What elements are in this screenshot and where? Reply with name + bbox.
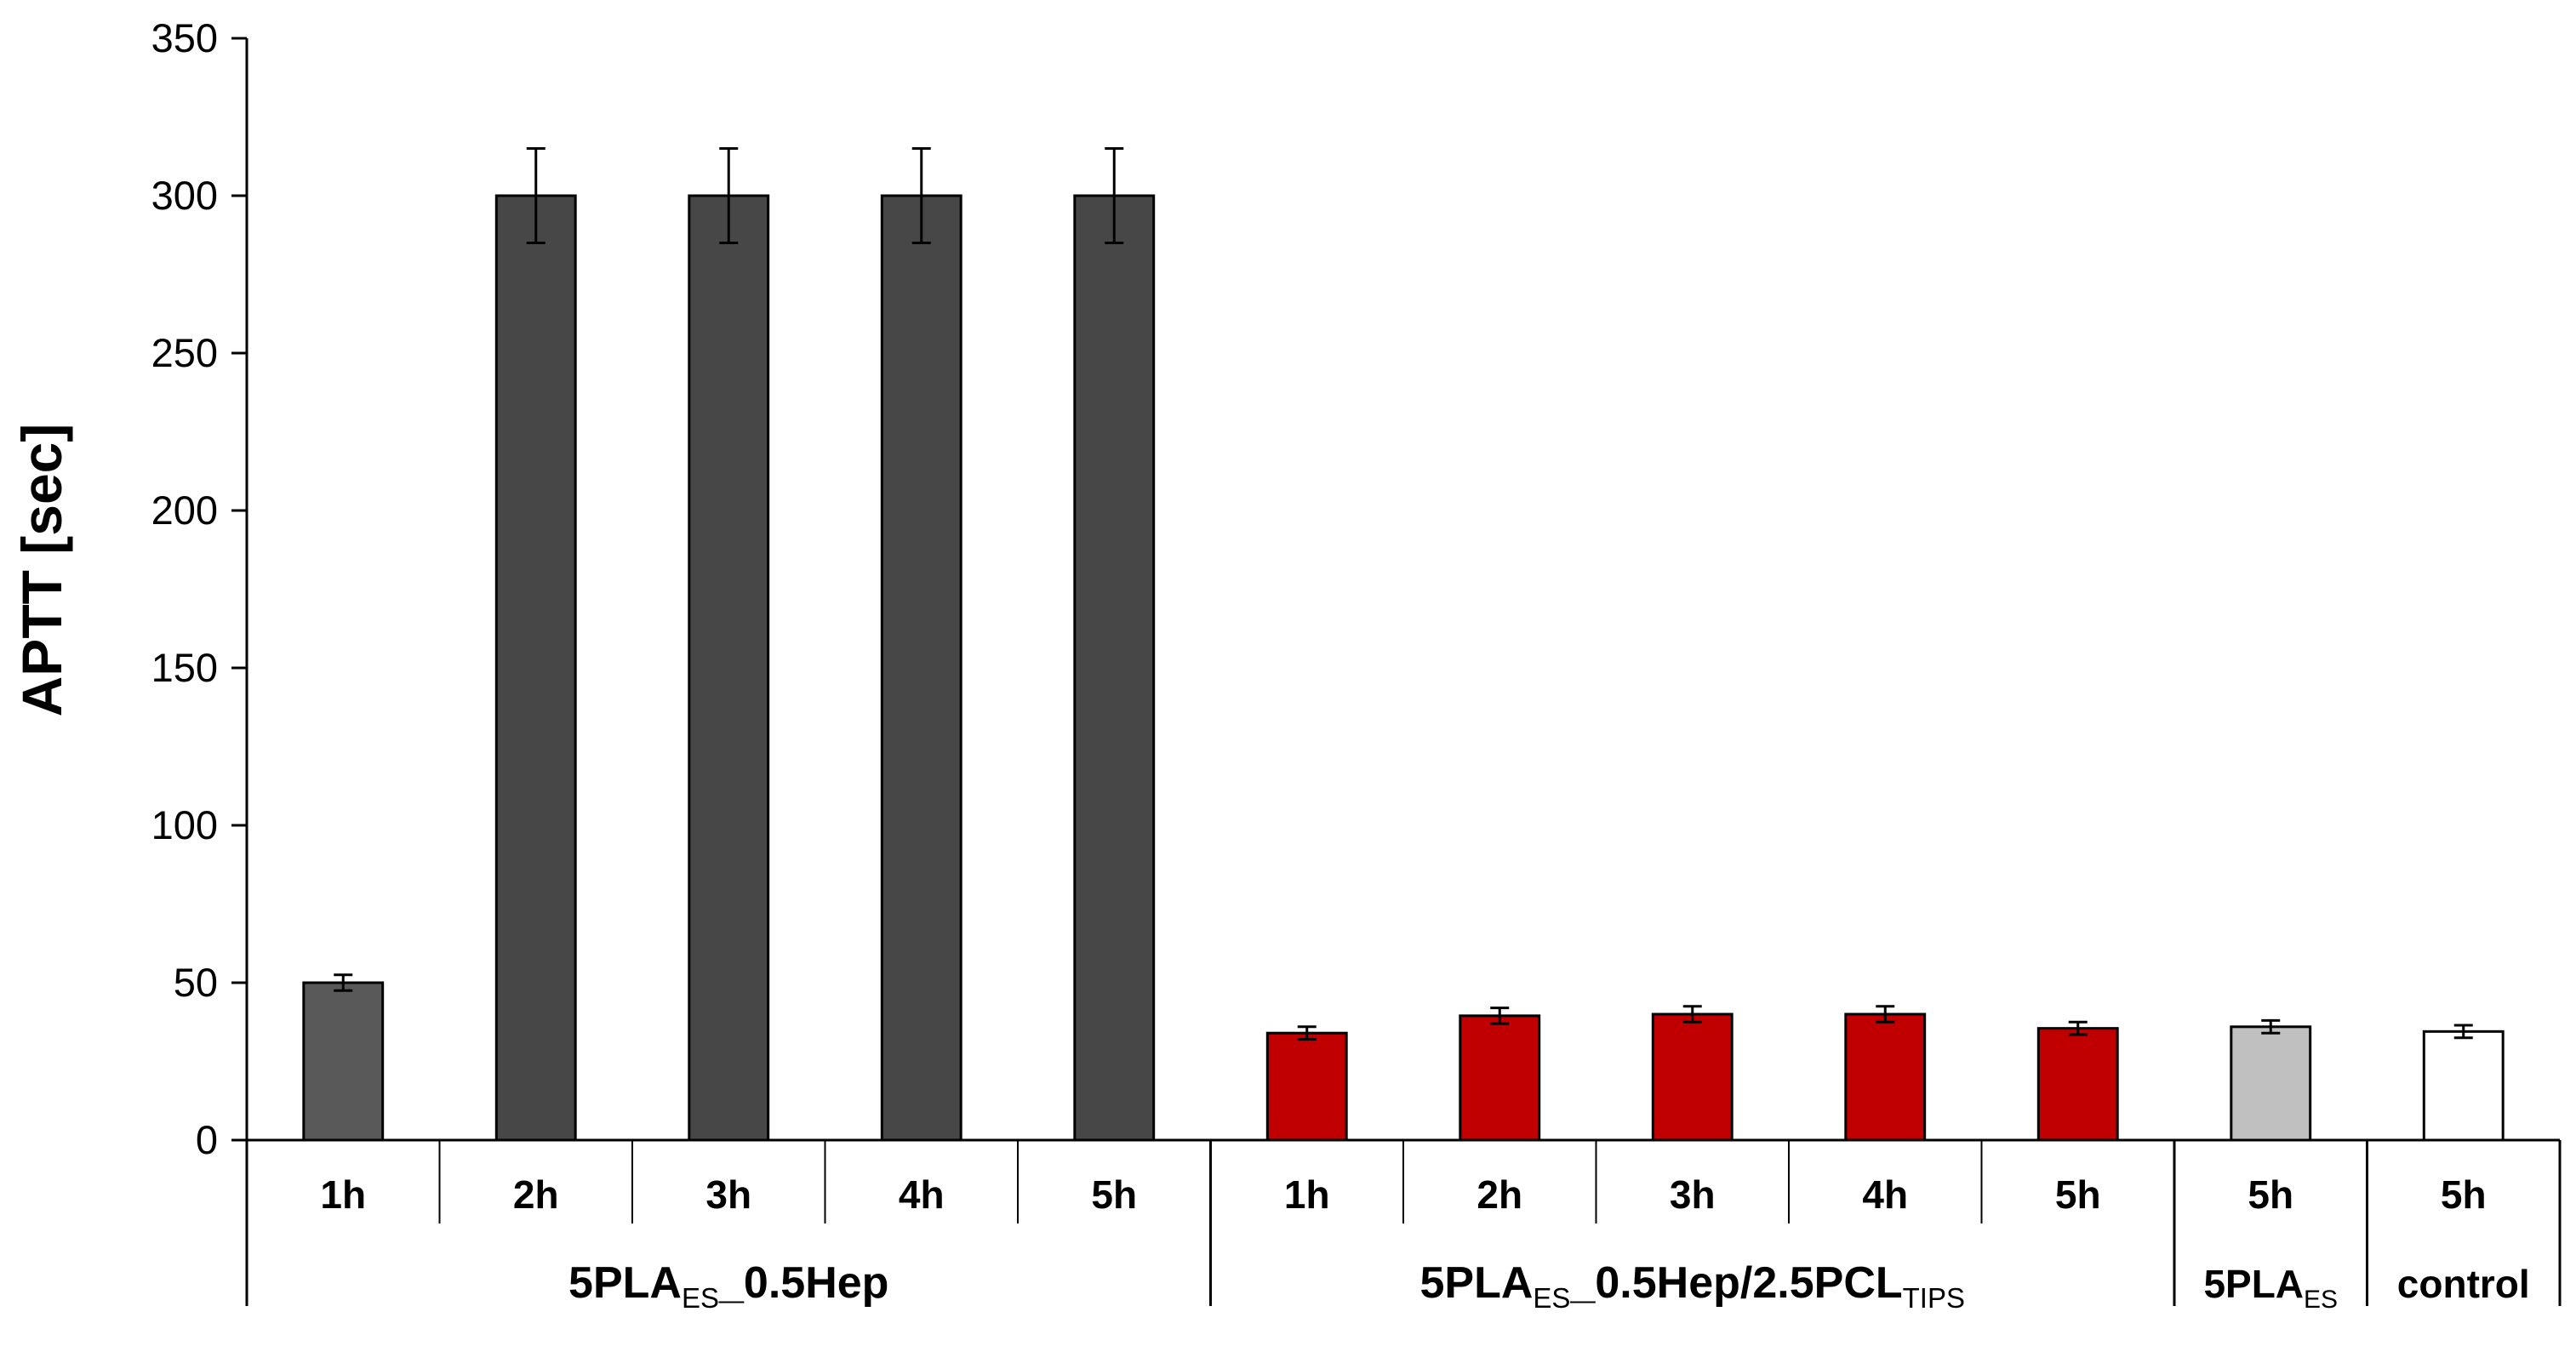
error-bar: [1297, 1025, 1317, 1041]
bar: [1459, 1014, 1541, 1142]
bar: [688, 194, 770, 1142]
group-label: 5PLAES: [2203, 1262, 2338, 1314]
error-bar: [2261, 1018, 2281, 1035]
group-label: control: [2397, 1262, 2530, 1306]
x-tick-label: 5h: [2441, 1172, 2487, 1217]
bar: [880, 194, 962, 1142]
group-label: 5PLAES_0.5Hep: [568, 1258, 888, 1314]
group-label: 5PLAES_0.5Hep/2.5PCLTIPS: [1420, 1258, 1966, 1314]
y-axis: 0 50 100 150 200 250 300 350: [151, 15, 248, 1162]
x-tick-label: 1h: [320, 1172, 366, 1217]
x-tick-label: 5h: [2055, 1172, 2101, 1217]
bar: [2036, 1027, 2119, 1142]
x-tick-label: 5h: [2248, 1172, 2293, 1217]
bars: [302, 194, 2505, 1142]
error-bar: [719, 147, 739, 244]
y-tick-label: 200: [151, 488, 218, 533]
y-axis-label: APTT [sec]: [10, 424, 73, 717]
x-tick-label: 3h: [705, 1172, 751, 1217]
bar: [494, 194, 577, 1142]
bar: [2422, 1029, 2505, 1142]
bar: [1265, 1031, 1348, 1142]
bar: [1073, 194, 1156, 1142]
x-tick-label: 2h: [1476, 1172, 1522, 1217]
y-tick-label: 50: [174, 960, 218, 1005]
error-bar: [1490, 1007, 1510, 1025]
x-tick-label: 4h: [899, 1172, 945, 1217]
x-tick-label: 2h: [513, 1172, 559, 1217]
bar: [2230, 1025, 2312, 1142]
x-axis: 1h 2h 3h 4h 5h 1h 2h 3h 4h 5h 5h 5h 5PLAES_0.5Hep 5PL…: [245, 1138, 2562, 1314]
error-bar: [2453, 1024, 2473, 1040]
x-tick-label: 1h: [1284, 1172, 1330, 1217]
y-tick-label: 350: [151, 15, 218, 60]
y-tick-label: 250: [151, 330, 218, 375]
x-tick-label: 4h: [1862, 1172, 1908, 1217]
error-bar: [526, 147, 545, 244]
y-tick-label: 0: [196, 1117, 218, 1162]
error-bar: [1876, 1005, 1895, 1024]
error-bar: [334, 973, 353, 992]
error-bar: [911, 147, 931, 244]
error-bar: [1105, 147, 1124, 244]
error-bar: [1682, 1005, 1702, 1024]
bar: [1844, 1012, 1927, 1142]
y-tick-label: 100: [151, 802, 218, 847]
bar: [1651, 1012, 1734, 1142]
y-tick-label: 150: [151, 645, 218, 690]
bar: [302, 981, 385, 1142]
y-tick-label: 300: [151, 173, 218, 218]
x-tick-label: 3h: [1670, 1172, 1716, 1217]
error-bar: [2068, 1020, 2088, 1036]
error-bars: [334, 147, 2473, 1041]
x-tick-label: 5h: [1091, 1172, 1137, 1217]
